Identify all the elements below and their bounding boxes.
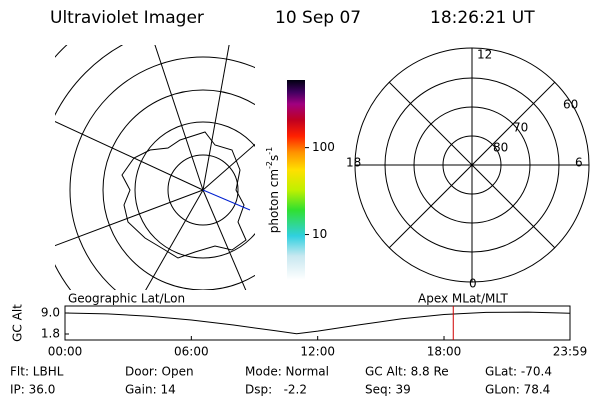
- polar-label: 12: [477, 48, 492, 62]
- colorbar-label: photon cm-2s-1: [265, 147, 281, 234]
- timeline-right-label: Apex MLat/MLT: [418, 292, 508, 306]
- x-tick-label: 12:00: [300, 345, 335, 359]
- info-field: Flt: LBHL: [10, 365, 64, 379]
- info-field: GC Alt: 8.8 Re: [365, 365, 449, 379]
- title-instrument: Ultraviolet Imager: [50, 8, 204, 28]
- y-tick-label: 9.0: [41, 306, 60, 320]
- polar-label: 80: [493, 141, 508, 155]
- info-field: IP: 36.0: [10, 383, 55, 397]
- info-field: GLon: 78.4: [485, 383, 550, 397]
- gc-alt-curve: [64, 311, 571, 335]
- info-field: Seq: 39: [365, 383, 411, 397]
- x-tick-label: 00:00: [48, 345, 83, 359]
- info-field: Dsp: -2.2: [245, 383, 307, 397]
- polar-label: 70: [513, 121, 528, 135]
- info-field: Mode: Normal: [245, 365, 329, 379]
- x-tick-label: 06:00: [174, 345, 209, 359]
- timeline-ylabel: GC Alt: [11, 304, 25, 342]
- geo-map: [55, 45, 255, 290]
- info-field: Gain: 14: [125, 383, 176, 397]
- colorbar-tick-label: 100: [312, 140, 335, 154]
- polar-label: 18: [346, 156, 361, 170]
- timeline-frame: [64, 305, 571, 341]
- polar-label: 6: [575, 156, 583, 170]
- timeline-left-label: Geographic Lat/Lon: [68, 292, 185, 306]
- info-field: GLat: -70.4: [485, 365, 552, 379]
- polar-label: 0: [469, 277, 477, 291]
- title-time: 18:26:21 UT: [430, 8, 535, 28]
- colorbar-tick-label: 10: [312, 227, 327, 241]
- polar-grid: [354, 47, 590, 283]
- colorbar: [287, 80, 305, 280]
- title-date: 10 Sep 07: [275, 8, 361, 28]
- info-field: Door: Open: [125, 365, 194, 379]
- x-tick-label: 23:59: [553, 345, 588, 359]
- y-tick-label: 1.8: [41, 327, 60, 341]
- polar-label: 60: [563, 98, 578, 112]
- x-tick-label: 18:00: [427, 345, 462, 359]
